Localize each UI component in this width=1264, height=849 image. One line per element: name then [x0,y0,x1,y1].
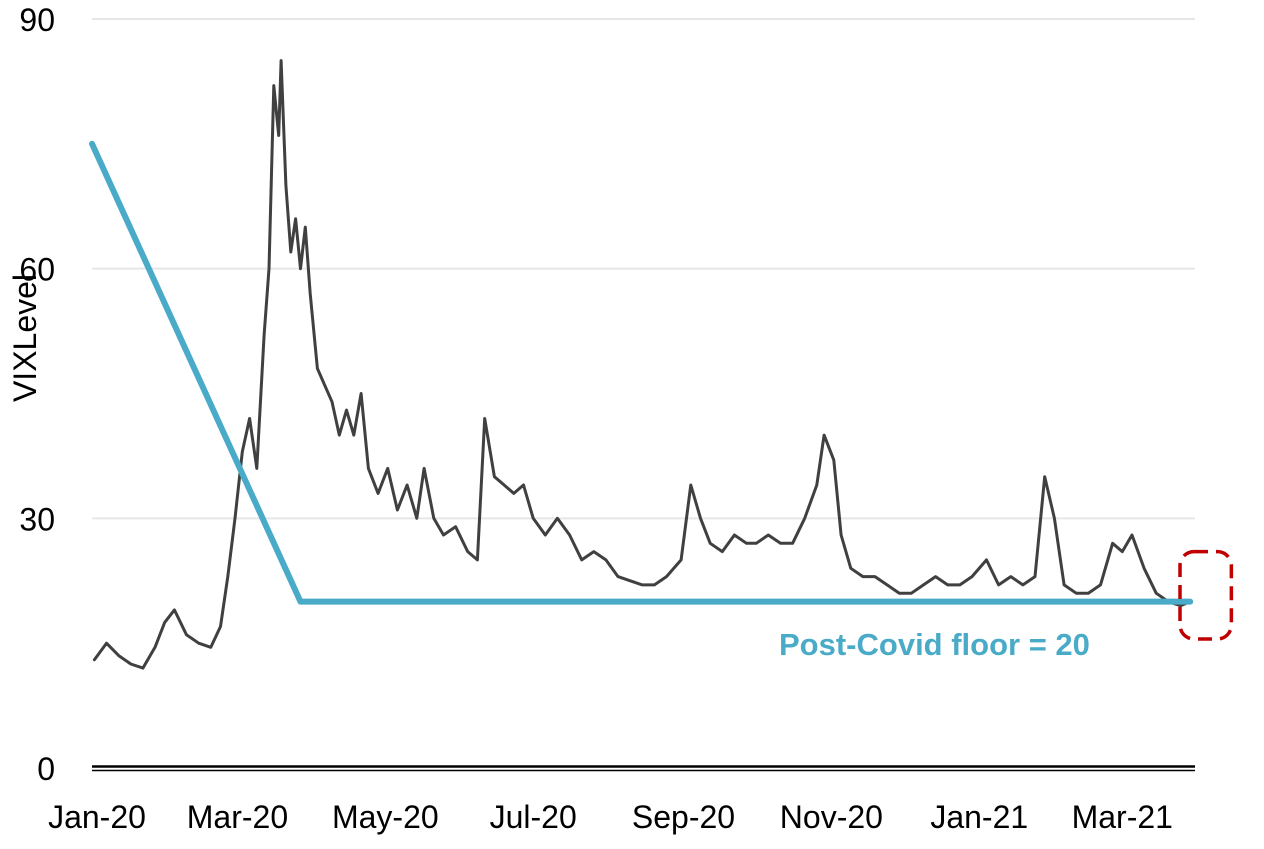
y-axis-label: VIXLevel [7,274,43,402]
y-tick-label: 30 [19,501,55,537]
highlight-box [1178,549,1234,641]
floor-trend-line [89,140,1194,605]
vix-series-line [92,59,1192,670]
y-tick-labels: 0 30 60 90 [19,2,55,787]
x-tick-label: Mar-21 [1072,799,1173,835]
y-tick-label: 0 [37,751,55,787]
y-tick-label: 60 [19,252,55,288]
x-tick-label: Jan-21 [930,799,1028,835]
series-lines [89,59,1194,670]
x-tick-label: May-20 [332,799,439,835]
x-tick-label: Jul-20 [490,799,577,835]
gridlines [92,18,1195,772]
floor-annotation: Post-Covid floor = 20 [779,627,1090,662]
x-tick-labels: Jan-20 Mar-20 May-20 Jul-20 Sep-20 Nov-20 Jan-… [48,799,1173,835]
x-tick-label: Sep-20 [632,799,735,835]
y-tick-label: 90 [19,2,55,38]
x-tick-label: Mar-20 [187,799,288,835]
x-tick-label: Jan-20 [48,799,146,835]
x-tick-label: Nov-20 [780,799,883,835]
